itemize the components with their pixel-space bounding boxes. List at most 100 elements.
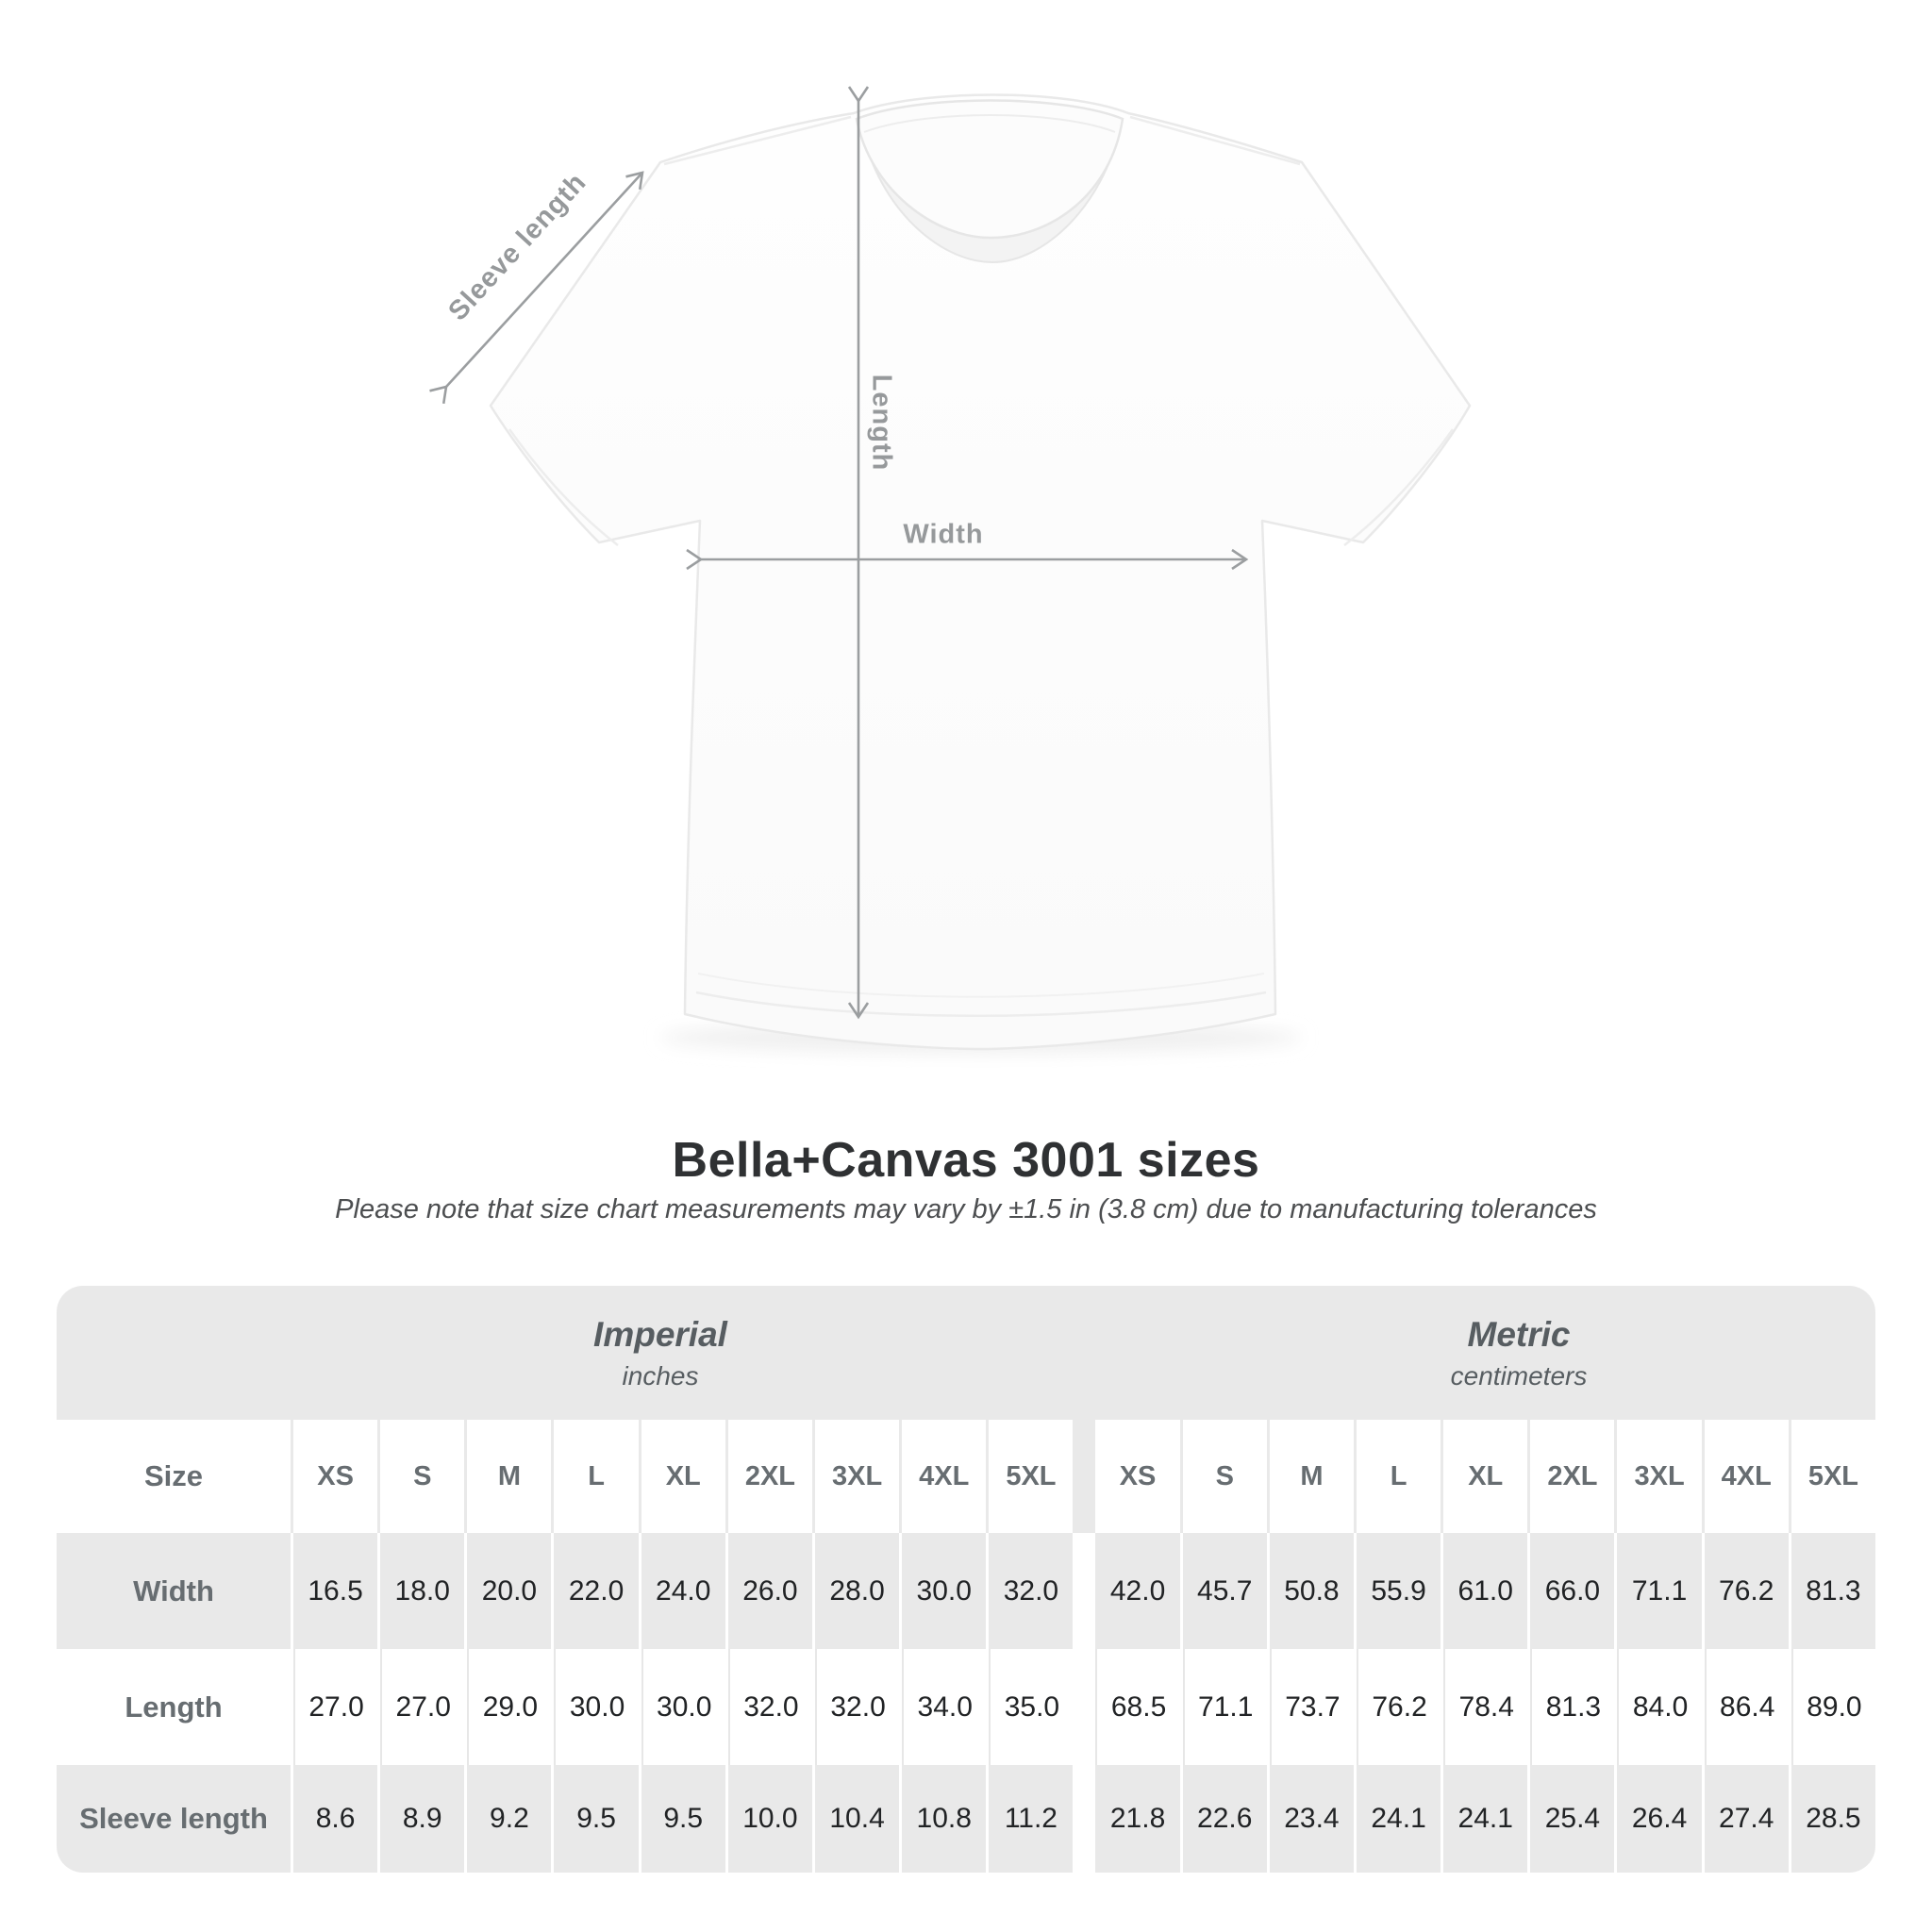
table-cell: 81.3 [1790, 1533, 1875, 1649]
table-cell: 76.2 [1704, 1533, 1789, 1649]
table-cell: 8.6 [293, 1765, 378, 1873]
column-header-imperial-5xl: 5XL [989, 1420, 1074, 1533]
shirt-diagram: Sleeve length Length Width [429, 86, 1472, 1053]
sleeve-length-arrow [429, 171, 644, 405]
column-header-metric-4xl: 4XL [1704, 1420, 1789, 1533]
table-cell: 61.0 [1443, 1533, 1528, 1649]
table-cell: 24.0 [641, 1533, 725, 1649]
column-header-metric-2xl: 2XL [1530, 1420, 1615, 1533]
table-cell: 30.0 [641, 1649, 725, 1765]
table-cell: 32.0 [727, 1649, 812, 1765]
column-header-metric-l: L [1356, 1420, 1441, 1533]
length-label: Length [866, 374, 897, 472]
column-header-metric-3xl: 3XL [1617, 1420, 1702, 1533]
unit-group-unit: inches [622, 1360, 699, 1391]
unit-group-metric: Metric centimeters [1141, 1286, 1875, 1420]
table-cell: 27.0 [293, 1649, 378, 1765]
table-cell: 24.1 [1443, 1765, 1528, 1873]
table-cell: 9.5 [641, 1765, 725, 1873]
cuff-seam-left [508, 428, 619, 546]
column-header-imperial-2xl: 2XL [727, 1420, 812, 1533]
table-cell: 10.0 [727, 1765, 812, 1873]
table-cell: 42.0 [1095, 1533, 1180, 1649]
table-cell: 45.7 [1182, 1533, 1267, 1649]
table-cell: 22.0 [554, 1533, 639, 1649]
table-cell: 24.1 [1356, 1765, 1441, 1873]
size-chart: Imperial inches Metric centimeters Size X… [57, 1286, 1875, 1873]
table-cell: 86.4 [1704, 1649, 1789, 1765]
column-header-metric-xl: XL [1443, 1420, 1528, 1533]
column-header-metric-m: M [1269, 1420, 1354, 1533]
row-label-sleeve-length: Sleeve length [57, 1765, 291, 1873]
hem-seam-inner [697, 973, 1265, 998]
group-divider [1075, 1420, 1092, 1533]
table-cell: 9.2 [467, 1765, 552, 1873]
table-cell: 22.6 [1182, 1765, 1267, 1873]
shoulder-seam-left [663, 115, 852, 166]
unit-group-imperial: Imperial inches [189, 1286, 1132, 1420]
table-cell: 73.7 [1269, 1649, 1354, 1765]
table-cell: 30.0 [554, 1649, 639, 1765]
table-cell: 50.8 [1269, 1533, 1354, 1649]
table-cell: 81.3 [1530, 1649, 1615, 1765]
table-cell: 20.0 [467, 1533, 552, 1649]
table-cell: 78.4 [1443, 1649, 1528, 1765]
row-label-width: Width [57, 1533, 291, 1649]
table-cell: 55.9 [1356, 1533, 1441, 1649]
column-header-metric-5xl: 5XL [1790, 1420, 1875, 1533]
unit-group-name: Metric [1467, 1314, 1571, 1354]
table-cell: 27.4 [1704, 1765, 1789, 1873]
table-cell: 16.5 [293, 1533, 378, 1649]
collar-seam [863, 114, 1116, 133]
page-title: Bella+Canvas 3001 sizes [672, 1133, 1260, 1188]
shirt-illustration [429, 86, 1472, 1053]
column-header-size: Size [57, 1420, 291, 1533]
shirt-body [489, 93, 1472, 1051]
table-cell: 23.4 [1269, 1765, 1354, 1873]
column-header-imperial-xl: XL [641, 1420, 725, 1533]
table-cell: 21.8 [1095, 1765, 1180, 1873]
table-cell: 9.5 [554, 1765, 639, 1873]
column-header-imperial-s: S [380, 1420, 465, 1533]
table-cell: 10.4 [814, 1765, 900, 1873]
table-cell: 35.0 [989, 1649, 1074, 1765]
column-header-imperial-m: M [467, 1420, 552, 1533]
table-cell: 18.0 [380, 1533, 465, 1649]
column-header-metric-s: S [1182, 1420, 1267, 1533]
table-cell: 71.1 [1182, 1649, 1267, 1765]
table-cell: 26.4 [1617, 1765, 1702, 1873]
table-cell: 28.5 [1790, 1765, 1875, 1873]
table-cell: 68.5 [1095, 1649, 1180, 1765]
group-divider [1075, 1765, 1092, 1873]
table-cell: 26.0 [727, 1533, 812, 1649]
table-cell: 66.0 [1530, 1533, 1615, 1649]
table-cell: 8.9 [380, 1765, 465, 1873]
table-cell: 89.0 [1790, 1649, 1875, 1765]
table-cell: 25.4 [1530, 1765, 1615, 1873]
collar-band [855, 99, 1124, 240]
unit-band: Imperial inches Metric centimeters [57, 1286, 1875, 1420]
table-cell: 71.1 [1617, 1533, 1702, 1649]
table-cell: 32.0 [989, 1533, 1074, 1649]
table-cell: 34.0 [902, 1649, 987, 1765]
hem-seam [695, 991, 1267, 1017]
column-header-imperial-4xl: 4XL [902, 1420, 987, 1533]
page-subtitle: Please note that size chart measurements… [335, 1194, 1597, 1224]
width-label: Width [903, 519, 984, 550]
column-header-imperial-xs: XS [293, 1420, 378, 1533]
row-label-length: Length [57, 1649, 291, 1765]
column-header-imperial-l: L [554, 1420, 639, 1533]
table-cell: 30.0 [902, 1533, 987, 1649]
shoulder-seam-right [1129, 115, 1301, 166]
table-cell: 32.0 [814, 1649, 900, 1765]
table-cell: 27.0 [380, 1649, 465, 1765]
size-chart-grid: Size XS S M L XL 2XL 3XL 4XL 5XL XS S M L XL 2XL 3XL 4XL 5… [57, 1286, 1875, 1873]
unit-group-unit: centimeters [1450, 1360, 1588, 1391]
table-cell: 84.0 [1617, 1649, 1702, 1765]
cuff-seam-right [1343, 428, 1455, 546]
group-divider [1075, 1533, 1092, 1649]
table-cell: 11.2 [989, 1765, 1074, 1873]
table-cell: 28.0 [814, 1533, 900, 1649]
table-cell: 10.8 [902, 1765, 987, 1873]
